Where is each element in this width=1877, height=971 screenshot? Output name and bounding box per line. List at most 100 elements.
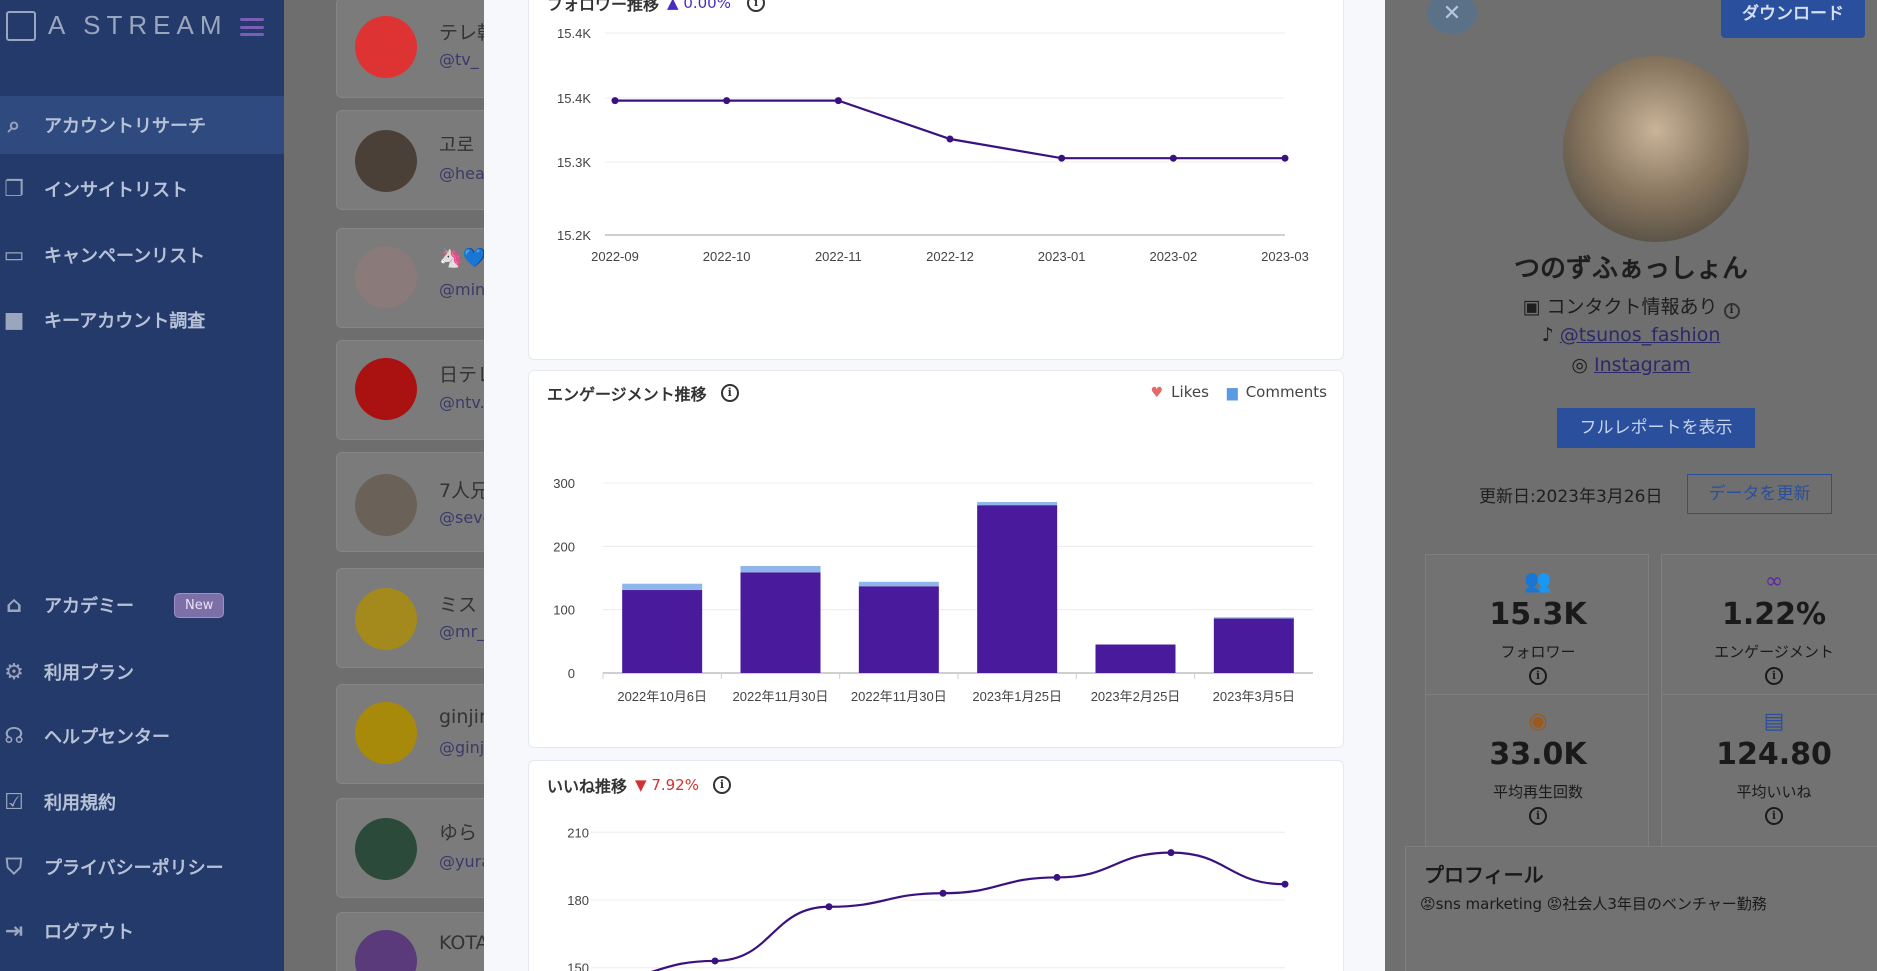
sidebar-item-label: 利用プラン — [44, 663, 134, 684]
follower-delta: ▲ 0.00% — [667, 0, 731, 12]
engagement-chart-title: エンゲージメント推移 i — [547, 381, 739, 405]
x-tick-label: 2022-12 — [926, 249, 974, 264]
account-handle: @hea — [439, 164, 485, 183]
avatar — [355, 358, 417, 420]
stat-avg-likes: ▤ 124.80 平均いいね i — [1661, 694, 1877, 854]
sidebar-item-help[interactable]: ☊ ヘルプセンター — [0, 707, 284, 765]
sidebar-item-terms[interactable]: ☑ 利用規約 — [0, 773, 284, 831]
sidebar-item-label: プライバシーポリシー — [44, 858, 224, 879]
legend-comments[interactable]: ▆ Comments — [1227, 383, 1327, 401]
menu-toggle-icon[interactable] — [240, 18, 264, 36]
data-point — [1281, 154, 1289, 162]
sidebar-item-insight-list[interactable]: ❐ インサイトリスト — [0, 160, 284, 218]
info-icon[interactable]: i — [712, 776, 731, 794]
sidebar-item-campaign-list[interactable]: ▭ キャンペーンリスト — [0, 226, 284, 284]
avatar — [355, 130, 417, 192]
chart-title: フォロワー推移 — [547, 0, 660, 14]
sidebar: A STREAM ⌕ アカウントリサーチ ❐ インサイトリスト ▭ キャンペーン… — [0, 0, 284, 971]
y-tick-label: 210 — [567, 825, 589, 840]
stat-engagement: ∞ 1.22% エンゲージメント i — [1661, 554, 1877, 714]
close-button[interactable]: ✕ — [1427, 0, 1477, 34]
x-tick-label: 2023年2月25日 — [1091, 689, 1181, 704]
y-tick-label: 180 — [567, 893, 589, 908]
x-tick-label: 2022-11 — [815, 249, 862, 264]
account-name: 고로 — [439, 134, 474, 156]
refresh-data-button[interactable]: データを更新 — [1687, 474, 1832, 514]
y-tick-label: 200 — [553, 539, 575, 554]
y-tick-label: 100 — [553, 603, 575, 618]
account-handle: @mr_ — [439, 622, 486, 641]
contact-info: ▣ コンタクト情報あり i — [1385, 292, 1877, 319]
download-button[interactable]: ダウンロード — [1721, 0, 1865, 38]
gear-icon: ⚙ — [4, 659, 24, 685]
x-tick-label: 2023-03 — [1261, 249, 1309, 264]
avatar — [355, 818, 417, 880]
instagram-icon: ◎ — [1571, 354, 1594, 376]
app-logo[interactable]: A STREAM — [6, 10, 227, 41]
profile-avatar — [1563, 56, 1749, 242]
tiktok-link[interactable]: @tsunos_fashion — [1559, 324, 1721, 346]
info-icon[interactable]: i — [746, 0, 765, 12]
x-tick-label: 2022年11月30日 — [851, 689, 947, 704]
profile-bio: 😡sns marketing 😡社会人3年目のベンチャー勤務 — [1420, 895, 1767, 913]
headset-icon: ☊ — [4, 723, 24, 749]
x-tick-label: 2023-01 — [1038, 249, 1086, 264]
stat-value: 15.3K — [1489, 597, 1587, 632]
full-report-button[interactable]: フルレポートを表示 — [1557, 408, 1755, 448]
y-tick-label: 15.4K — [557, 91, 591, 106]
likes-bar — [1095, 644, 1176, 673]
chart-title: エンゲージメント推移 — [547, 385, 707, 404]
sidebar-item-key-account[interactable]: ■ キーアカウント調査 — [0, 291, 284, 349]
sidebar-item-privacy[interactable]: ⛉ プライバシーポリシー — [0, 838, 284, 896]
info-icon[interactable]: i — [1529, 667, 1547, 685]
info-icon[interactable]: i — [1765, 807, 1783, 825]
data-point — [711, 957, 719, 965]
sidebar-item-label: アカウントリサーチ — [44, 116, 206, 137]
sidebar-item-plan[interactable]: ⚙ 利用プラン — [0, 643, 284, 701]
y-tick-label: 15.2K — [557, 228, 591, 243]
x-tick-label: 2023-02 — [1149, 249, 1197, 264]
tiktok-line: ♪ @tsunos_fashion — [1385, 324, 1877, 346]
data-point — [1058, 154, 1066, 162]
series-line — [650, 851, 1286, 971]
sidebar-item-label: キャンペーンリスト — [44, 246, 206, 267]
y-tick-label: 150 — [567, 961, 589, 971]
info-icon[interactable]: i — [1723, 303, 1740, 319]
contact-label: コンタクト情報あり — [1546, 296, 1718, 318]
new-badge: New — [174, 592, 225, 618]
comments-bar — [1213, 617, 1294, 619]
account-name: ginjin — [439, 706, 491, 728]
account-name: 🦄💙 — [439, 247, 487, 269]
legend-label: Likes — [1171, 383, 1209, 401]
follower-chart-title: フォロワー推移 ▲ 0.00% i — [547, 0, 765, 15]
sidebar-item-account-research[interactable]: ⌕ アカウントリサーチ — [0, 96, 284, 154]
follower-delta-value: 0.00% — [683, 0, 731, 12]
account-name: 7人兄 — [439, 480, 490, 502]
x-tick-label: 2022年11月30日 — [733, 689, 829, 704]
contact-card-icon: ▣ — [1522, 296, 1547, 318]
likes-bar — [977, 505, 1058, 673]
data-point — [834, 97, 842, 105]
comments-bar — [622, 583, 703, 591]
likes-delta-value: 7.92% — [651, 776, 699, 794]
legend-likes[interactable]: ♥ Likes — [1151, 383, 1209, 401]
instagram-link[interactable]: Instagram — [1593, 354, 1691, 376]
sidebar-item-logout[interactable]: ⇥ ログアウト — [0, 902, 284, 960]
bookmark-icon: ❐ — [4, 176, 24, 202]
tiktok-icon: ♪ — [1541, 324, 1560, 346]
avatar — [355, 702, 417, 764]
comments-bar — [977, 502, 1058, 506]
instagram-line: ◎ Instagram — [1385, 354, 1877, 376]
data-point — [611, 97, 619, 105]
comments-bar — [858, 581, 939, 587]
info-icon[interactable]: i — [1765, 667, 1783, 685]
info-icon[interactable]: i — [720, 384, 739, 402]
sidebar-item-label: ログアウト — [44, 922, 134, 943]
account-list: テレ朝 @tv_ 고로 @hea 🦄💙 @min 日テレ @ntv. 7人兄 @… — [284, 0, 496, 971]
avatar — [355, 246, 417, 308]
account-handle: @yura — [439, 852, 491, 871]
video-icon: ■ — [3, 307, 25, 333]
info-icon[interactable]: i — [1529, 807, 1547, 825]
sidebar-item-academy[interactable]: ⌂ アカデミー New — [0, 576, 284, 634]
logo-icon — [6, 10, 36, 41]
